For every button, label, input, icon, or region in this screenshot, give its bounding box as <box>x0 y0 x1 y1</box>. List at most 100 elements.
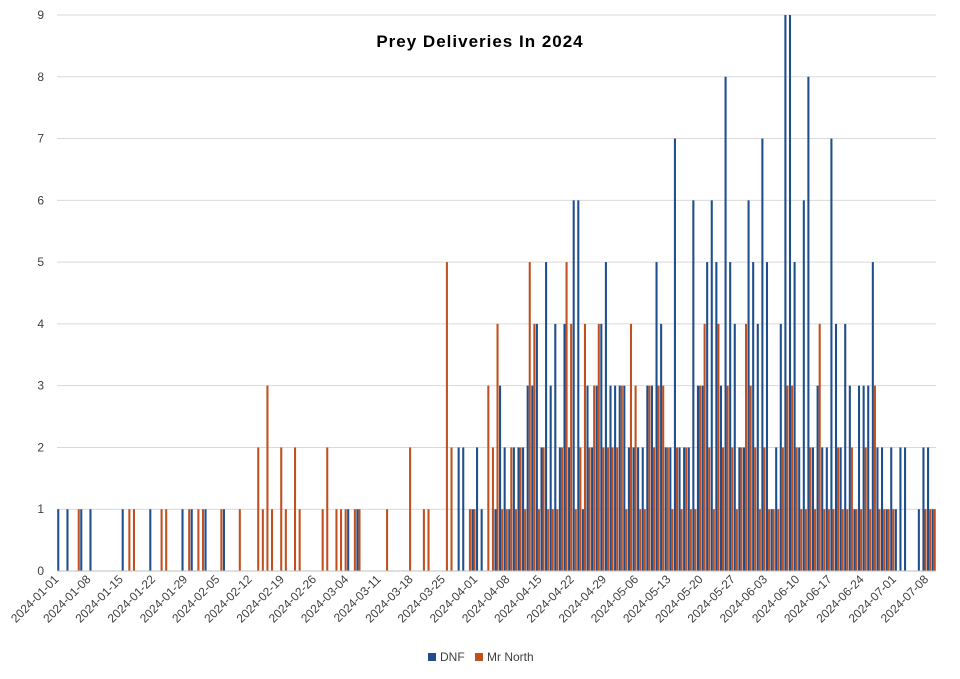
bar-dnf <box>222 509 225 571</box>
bar-mr-north <box>639 509 642 571</box>
bar-dnf <box>747 200 750 571</box>
bar-mr-north <box>680 509 683 571</box>
bar-mr-north <box>629 323 633 571</box>
bar-dnf <box>508 509 511 571</box>
bar-mr-north <box>689 509 692 571</box>
bar-mr-north <box>827 509 830 571</box>
bar-dnf <box>660 323 663 571</box>
bar-mr-north <box>611 447 614 571</box>
bar-dnf <box>719 385 722 571</box>
bar-dnf <box>149 509 152 571</box>
bar-dnf <box>834 323 838 571</box>
bar-dnf <box>738 447 741 571</box>
bar-mr-north <box>648 385 651 571</box>
bar-dnf <box>830 138 833 571</box>
bar-dnf <box>204 509 207 571</box>
bar-dnf <box>775 447 778 571</box>
bar-mr-north <box>860 509 863 571</box>
bar-mr-north <box>335 509 338 571</box>
bar-mr-north <box>588 447 591 571</box>
bar-mr-north <box>846 509 849 571</box>
bar-mr-north <box>547 509 550 571</box>
bar-mr-north <box>892 509 895 571</box>
bar-dnf <box>637 447 640 571</box>
bar-dnf <box>512 447 515 571</box>
bar-dnf <box>600 323 603 571</box>
bar-dnf <box>669 447 672 571</box>
bar-dnf <box>347 509 350 571</box>
bar-mr-north <box>887 509 890 571</box>
bar-mr-north <box>620 385 623 571</box>
bar-mr-north <box>220 509 223 571</box>
bar-mr-north <box>201 509 205 571</box>
grid <box>57 14 936 510</box>
bar-dnf <box>761 138 764 571</box>
bar-mr-north <box>238 509 241 571</box>
bar-mr-north <box>501 509 504 571</box>
bar-mr-north <box>703 323 706 571</box>
bar-mr-north <box>165 509 168 571</box>
bar-dnf <box>779 323 782 571</box>
legend: DNF Mr North <box>428 650 534 664</box>
legend-swatch-mr-north <box>475 653 483 661</box>
bar-mr-north <box>358 509 361 571</box>
bar-mr-north <box>786 385 789 571</box>
bar-dnf <box>867 385 870 571</box>
bar-dnf <box>710 200 713 571</box>
bar-mr-north <box>574 509 577 571</box>
bar-dnf <box>692 200 695 571</box>
bar-dnf <box>554 323 557 571</box>
bar-dnf <box>857 385 861 571</box>
bar-dnf <box>931 509 934 571</box>
bar-mr-north <box>340 509 343 571</box>
bar-dnf <box>683 447 686 571</box>
chart-title: Prey Deliveries In 2024 <box>376 32 583 51</box>
bar-dnf <box>618 385 621 571</box>
bar-mr-north <box>698 385 702 571</box>
bar-dnf <box>581 509 584 571</box>
bar-mr-north <box>560 447 563 571</box>
bar-dnf <box>788 15 792 571</box>
bar-dnf <box>862 385 865 571</box>
bar-mr-north <box>652 447 656 571</box>
bar-mr-north <box>132 509 135 571</box>
bar-dnf <box>650 385 653 571</box>
bar-dnf <box>821 447 824 571</box>
bar-dnf <box>591 447 594 571</box>
bar-mr-north <box>583 323 587 571</box>
bar-mr-north <box>271 509 274 571</box>
bar-dnf <box>706 262 709 571</box>
bar-mr-north <box>726 385 729 571</box>
y-tick-label: 5 <box>37 255 44 269</box>
bar-mr-north <box>427 509 430 571</box>
bar-mr-north <box>864 447 867 571</box>
bar-mr-north <box>570 323 573 571</box>
bar-dnf <box>715 262 718 571</box>
bar-mr-north <box>758 509 761 571</box>
bar-mr-north <box>326 447 329 571</box>
bar-mr-north <box>257 447 260 571</box>
bar-dnf <box>742 447 746 571</box>
y-tick-label: 2 <box>37 440 44 454</box>
bar-dnf <box>181 509 184 571</box>
bar-mr-north <box>445 262 448 571</box>
bar-dnf <box>568 447 571 571</box>
bar-dnf <box>627 447 630 571</box>
bar-mr-north <box>505 509 508 571</box>
bar-dnf <box>876 447 879 571</box>
bar-dnf <box>641 447 644 571</box>
bar-mr-north <box>643 509 646 571</box>
bar-mr-north <box>468 509 471 571</box>
bar-dnf <box>839 447 842 571</box>
y-tick-label: 6 <box>37 193 44 207</box>
bar-dnf <box>476 447 479 571</box>
bar-dnf <box>807 76 810 571</box>
bar-dnf <box>604 262 607 571</box>
bar-mr-north <box>768 509 771 571</box>
bar-dnf <box>545 262 548 571</box>
bar-dnf <box>770 509 773 571</box>
bar-dnf <box>904 447 907 571</box>
bar-dnf <box>586 385 589 571</box>
bar-mr-north <box>321 509 324 571</box>
bar-dnf <box>724 76 727 571</box>
